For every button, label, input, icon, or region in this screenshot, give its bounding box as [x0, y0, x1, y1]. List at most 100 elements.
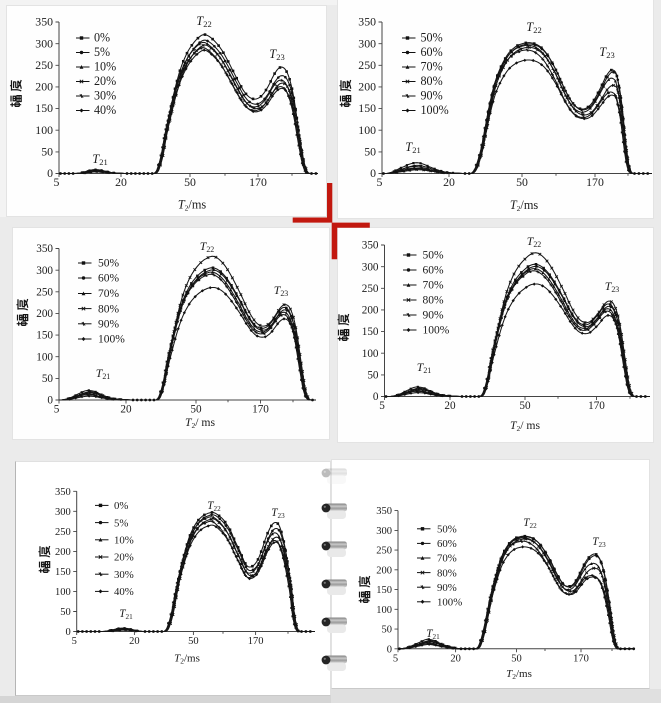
svg-text:40%: 40%: [114, 586, 134, 598]
svg-text:T2/ms: T2/ms: [174, 653, 200, 666]
svg-text:10%: 10%: [94, 60, 116, 74]
svg-text:70%: 70%: [421, 60, 443, 74]
svg-text:T21: T21: [96, 366, 111, 381]
svg-text:100%: 100%: [437, 597, 462, 609]
svg-text:5: 5: [54, 404, 60, 416]
svg-text:90%: 90%: [423, 310, 445, 322]
svg-text:20: 20: [450, 653, 461, 664]
svg-text:100: 100: [55, 587, 71, 598]
svg-text:T21: T21: [119, 608, 133, 621]
svg-text:40%: 40%: [94, 103, 116, 117]
svg-text:170: 170: [588, 400, 605, 412]
svg-text:350: 350: [362, 240, 379, 252]
svg-text:200: 200: [358, 80, 376, 94]
svg-text:50: 50: [511, 653, 522, 664]
svg-text:T23: T23: [271, 507, 285, 520]
svg-text:50: 50: [364, 145, 376, 159]
svg-text:0%: 0%: [114, 500, 128, 512]
svg-text:50%: 50%: [437, 524, 457, 536]
svg-text:100%: 100%: [423, 325, 450, 337]
svg-text:5: 5: [393, 653, 398, 664]
svg-text:200: 200: [36, 308, 53, 320]
svg-text:50: 50: [382, 625, 393, 636]
svg-text:150: 150: [35, 101, 53, 115]
svg-text:T21: T21: [92, 152, 107, 167]
svg-text:350: 350: [376, 506, 392, 517]
svg-text:T23: T23: [605, 279, 620, 294]
svg-text:300: 300: [358, 36, 376, 50]
svg-text:T22: T22: [526, 20, 541, 35]
svg-text:T22: T22: [527, 234, 542, 249]
svg-text:70%: 70%: [423, 280, 445, 292]
svg-text:30%: 30%: [94, 89, 116, 103]
svg-text:20: 20: [444, 400, 456, 412]
svg-text:300: 300: [55, 507, 71, 518]
svg-text:T21: T21: [417, 360, 432, 375]
svg-text:100%: 100%: [98, 334, 125, 346]
svg-text:50: 50: [42, 373, 54, 385]
svg-text:20: 20: [443, 175, 455, 189]
svg-text:60%: 60%: [437, 538, 457, 550]
svg-text:20: 20: [129, 636, 140, 647]
svg-text:T2/ms: T2/ms: [178, 198, 207, 213]
svg-text:100%: 100%: [421, 103, 449, 117]
svg-text:0: 0: [373, 391, 379, 403]
svg-text:100: 100: [35, 123, 53, 137]
svg-text:350: 350: [358, 15, 376, 29]
svg-text:300: 300: [376, 526, 392, 537]
svg-text:150: 150: [362, 326, 379, 338]
svg-text:250: 250: [358, 58, 376, 72]
svg-text:0: 0: [370, 166, 376, 180]
svg-text:80%: 80%: [421, 74, 443, 88]
svg-text:350: 350: [36, 243, 53, 255]
svg-text:200: 200: [55, 547, 71, 558]
svg-text:T22: T22: [523, 517, 537, 530]
svg-text:T21: T21: [405, 140, 420, 155]
svg-text:100: 100: [358, 123, 376, 137]
svg-text:0%: 0%: [94, 31, 110, 45]
svg-text:20: 20: [120, 404, 132, 416]
svg-text:60%: 60%: [423, 265, 445, 277]
svg-text:150: 150: [376, 585, 392, 596]
svg-text:5: 5: [54, 175, 60, 189]
svg-text:5: 5: [377, 175, 383, 189]
svg-text:20%: 20%: [94, 74, 116, 88]
svg-text:T22: T22: [200, 239, 215, 254]
svg-text:80%: 80%: [98, 303, 120, 315]
svg-text:200: 200: [376, 565, 392, 576]
svg-text:70%: 70%: [98, 288, 120, 300]
svg-text:T2/ ms: T2/ ms: [185, 416, 216, 430]
svg-text:T22: T22: [207, 500, 221, 513]
svg-text:170: 170: [252, 404, 269, 416]
svg-text:250: 250: [35, 58, 53, 72]
svg-text:100: 100: [376, 605, 392, 616]
svg-text:5%: 5%: [94, 45, 110, 59]
svg-text:200: 200: [35, 80, 53, 94]
svg-text:50%: 50%: [421, 31, 443, 45]
svg-text:50%: 50%: [423, 250, 445, 262]
svg-text:50: 50: [60, 607, 71, 618]
svg-text:T21: T21: [426, 628, 440, 641]
svg-text:0: 0: [47, 166, 53, 180]
svg-text:80%: 80%: [423, 295, 445, 307]
svg-text:T22: T22: [196, 14, 211, 29]
svg-text:150: 150: [55, 567, 71, 578]
svg-text:170: 170: [573, 653, 589, 664]
svg-text:60%: 60%: [421, 45, 443, 59]
svg-text:170: 170: [249, 175, 267, 189]
svg-text:T2/ ms: T2/ ms: [510, 419, 541, 433]
svg-text:250: 250: [376, 546, 392, 557]
svg-text:T23: T23: [269, 47, 284, 62]
svg-text:250: 250: [55, 527, 71, 538]
svg-text:350: 350: [55, 487, 71, 498]
svg-text:50%: 50%: [98, 258, 120, 270]
svg-text:5: 5: [72, 636, 77, 647]
svg-text:150: 150: [358, 101, 376, 115]
svg-text:350: 350: [35, 15, 53, 29]
svg-text:50: 50: [190, 404, 202, 416]
svg-text:50: 50: [41, 145, 53, 159]
svg-text:50: 50: [519, 400, 531, 412]
svg-text:300: 300: [35, 36, 53, 50]
svg-text:250: 250: [36, 286, 53, 298]
svg-text:5: 5: [379, 400, 385, 412]
